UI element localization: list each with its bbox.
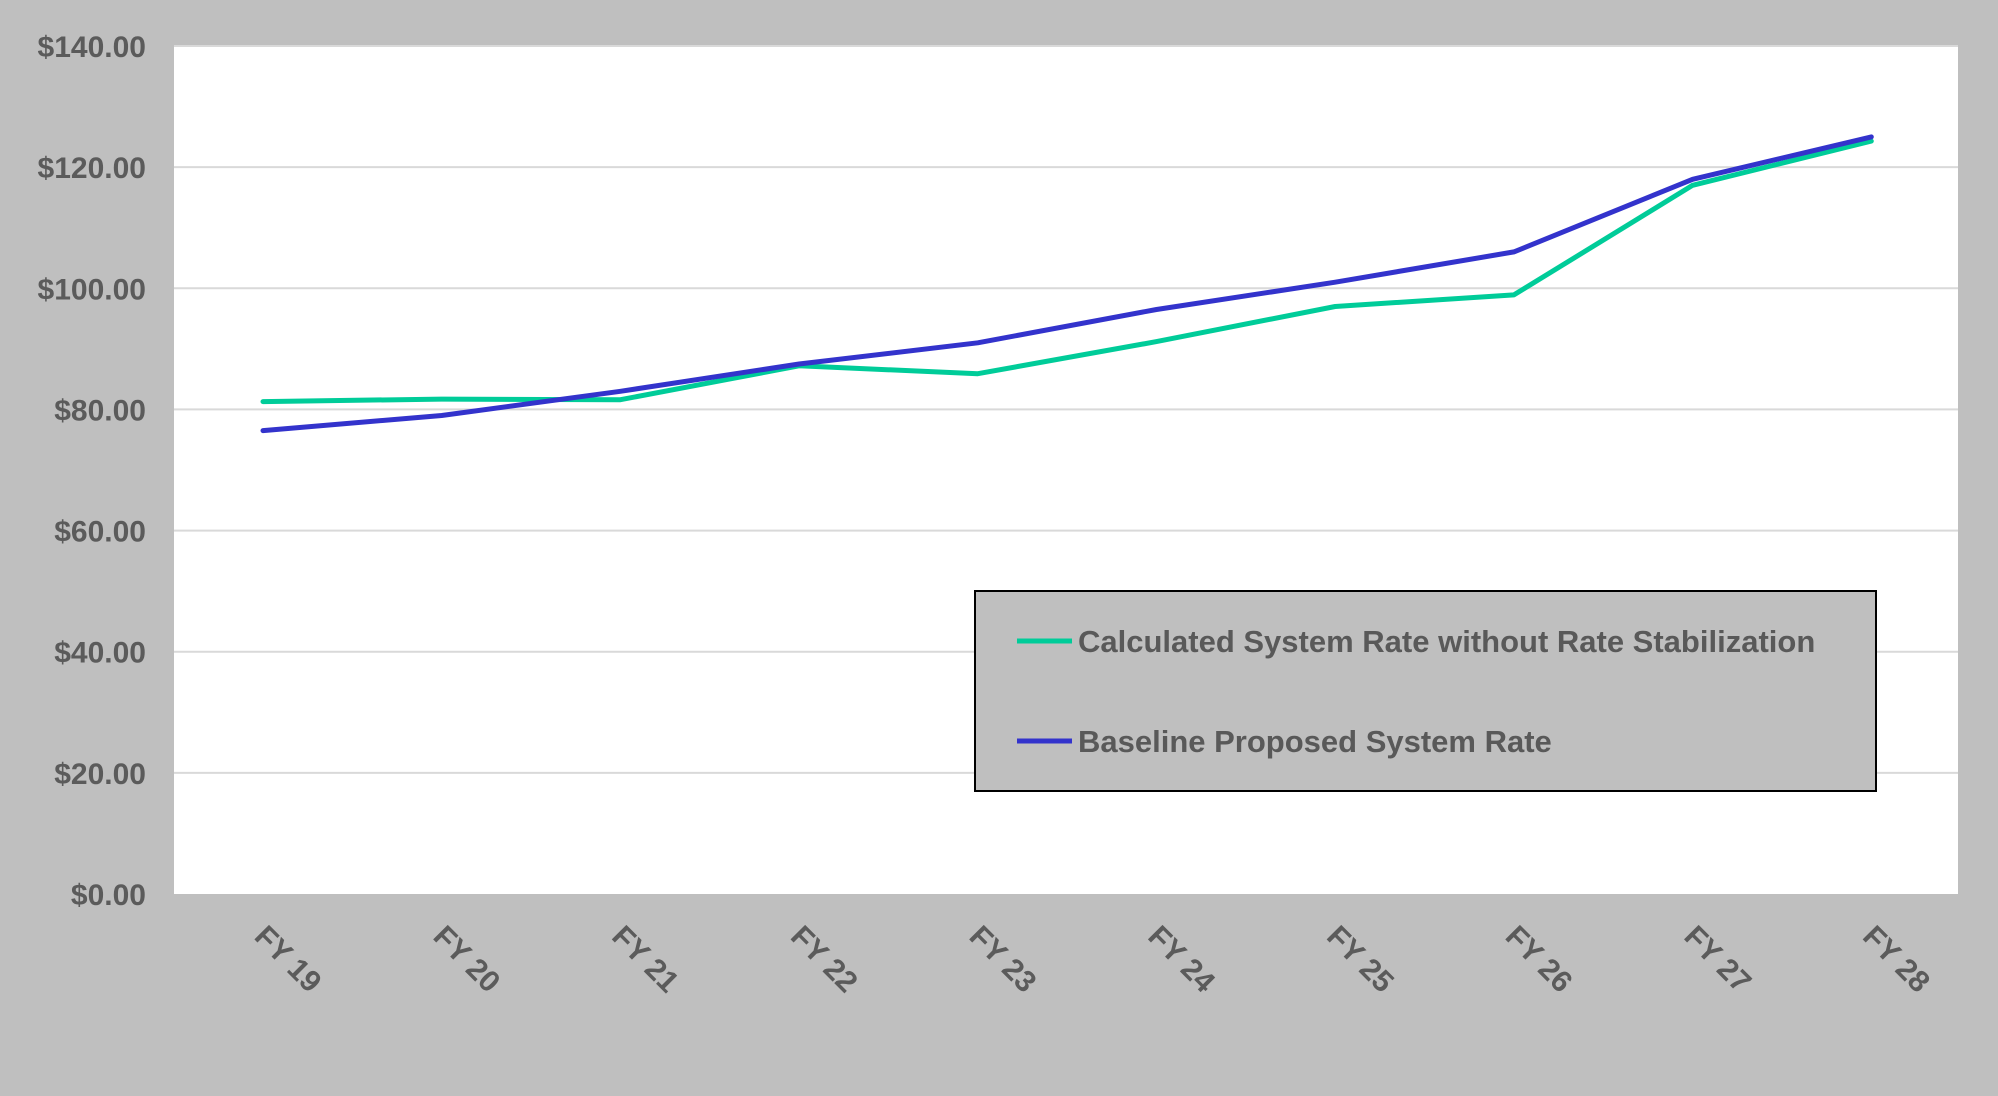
y-tick-label: $140.00 xyxy=(38,31,146,64)
series-line-1 xyxy=(260,134,1874,434)
legend-box xyxy=(974,590,1877,792)
y-axis-ticks: $0.00 $20.00 $40.00 $60.00 $80.00 $100.00 $120… xyxy=(38,31,146,912)
series-line-0 xyxy=(260,138,1874,405)
y-tick-label: $60.00 xyxy=(54,516,146,549)
y-tick-label: $20.00 xyxy=(54,758,146,791)
y-tick-label: $100.00 xyxy=(38,273,146,306)
legend: Calculated System Rate without Rate Stab… xyxy=(974,590,1877,792)
y-tick-label: $40.00 xyxy=(54,637,146,670)
gridlines xyxy=(174,45,1958,774)
y-tick-label: $120.00 xyxy=(38,152,146,185)
legend-label-calculated: Calculated System Rate without Rate Stab… xyxy=(1078,624,1815,659)
y-tick-label: $0.00 xyxy=(71,879,146,912)
legend-label-baseline: Baseline Proposed System Rate xyxy=(1078,724,1552,759)
y-tick-label: $80.00 xyxy=(54,394,146,427)
series-lines xyxy=(260,134,1874,434)
